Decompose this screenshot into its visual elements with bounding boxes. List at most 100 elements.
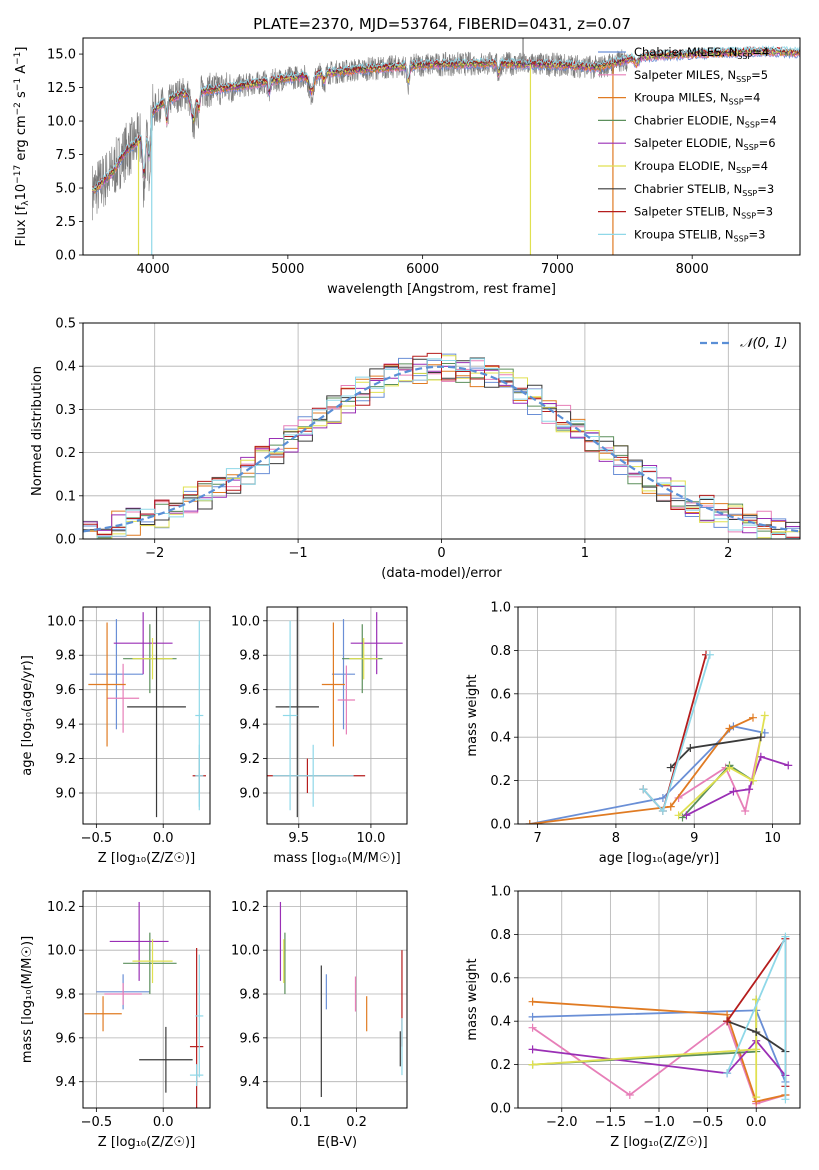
plot-area bbox=[92, 38, 800, 255]
y-tick-label: 0.0 bbox=[55, 533, 76, 548]
errorbar-point bbox=[195, 744, 204, 807]
x-tick-label: 6000 bbox=[406, 262, 439, 277]
errorbar-point bbox=[113, 612, 173, 675]
weight-point-marker bbox=[528, 997, 537, 1006]
legend-subscript: SSP bbox=[737, 52, 752, 61]
figure-title: PLATE=2370, MJD=53764, FIBERID=0431, z=0… bbox=[253, 15, 631, 33]
plot-area bbox=[88, 607, 206, 818]
weight-point-marker bbox=[752, 1045, 761, 1054]
y-tick-label: 7.5 bbox=[55, 148, 76, 163]
y-tick-label: 10.0 bbox=[231, 614, 260, 629]
x-tick-label: 0 bbox=[437, 546, 445, 561]
weight-point-marker bbox=[525, 820, 534, 824]
legend-count: =4 bbox=[760, 113, 777, 127]
x-tick-label: 0.1 bbox=[290, 1115, 311, 1130]
legend-label: Salpeter MILES, NSSP=5 bbox=[634, 68, 768, 84]
axes-frame bbox=[266, 606, 408, 825]
y-tick-label: 9.4 bbox=[239, 1075, 260, 1090]
y-tick-label: 0.2 bbox=[55, 446, 76, 461]
errorbar-point bbox=[337, 665, 356, 735]
y-axis-label: Flux [fλ10−17 erg cm−2 s−1 A−1] bbox=[13, 47, 31, 247]
y-axis-label-part: erg cm bbox=[14, 115, 29, 164]
weight-point-marker bbox=[745, 785, 754, 794]
y-tick-label: 0.0 bbox=[490, 818, 511, 833]
y-tick-label: 9.4 bbox=[55, 718, 76, 733]
weight-point-marker bbox=[781, 1095, 790, 1104]
x-axis-label: mass [log₁₀(M/M☉)] bbox=[273, 851, 400, 866]
age_vs_mass-panel: 9.5 10.0 9.0 9.2 9.4 9.6 9.8 10.0 mass [log₁₀(M/… bbox=[231, 606, 408, 866]
y-tick-label: 9.4 bbox=[239, 718, 260, 733]
mass_vs_ebv-panel: 0.1 0.2 9.4 9.6 9.8 10.0 10.2 E(B-V) bbox=[231, 890, 408, 1150]
y-axis-label-part: −2 bbox=[13, 102, 23, 115]
errorbar-point bbox=[282, 620, 298, 811]
weight-point-marker bbox=[682, 811, 691, 820]
errorbar-point bbox=[331, 619, 356, 730]
weight-point-marker bbox=[723, 1017, 732, 1026]
weight-point-marker bbox=[625, 1090, 634, 1099]
y-tick-label: 10.0 bbox=[47, 944, 76, 959]
y-tick-label: 10.0 bbox=[231, 944, 260, 959]
weight-point-marker bbox=[725, 724, 734, 733]
legend-name: Kroupa STELIB, N bbox=[634, 227, 734, 241]
errorbar-point bbox=[127, 607, 186, 818]
y-axis-label: mass [log₁₀(M/M☉)] bbox=[20, 936, 35, 1063]
errorbar-point bbox=[132, 939, 173, 984]
plot-area bbox=[279, 901, 403, 1098]
legend-count: =3 bbox=[749, 227, 766, 241]
y-tick-label: 9.0 bbox=[55, 787, 76, 802]
weight-series-line bbox=[529, 725, 765, 824]
weight-point-marker bbox=[749, 776, 757, 785]
x-tick-label: 0.0 bbox=[153, 1115, 174, 1130]
legend-label: Chabrier STELIB, NSSP=3 bbox=[634, 182, 774, 198]
errorbar-point bbox=[107, 663, 140, 733]
y-tick-label: 10.2 bbox=[47, 900, 76, 915]
y-tick-label: 0.0 bbox=[55, 249, 76, 264]
gaussian-legend-label: 𝒩(0, 1) bbox=[740, 336, 787, 351]
y-axis-label-part: s bbox=[14, 91, 29, 102]
legend-name: Chabrier STELIB, N bbox=[634, 182, 742, 196]
legend-label: Salpeter ELODIE, NSSP=6 bbox=[634, 136, 776, 152]
x-axis-label: E(B-V) bbox=[317, 1135, 357, 1150]
x-axis-label: wavelength [Angstrom, rest frame] bbox=[327, 282, 556, 297]
legend-label: Kroupa ELODIE, NSSP=4 bbox=[634, 159, 768, 175]
errorbar-point bbox=[350, 612, 403, 675]
y-axis-label-part: Flux [f bbox=[14, 205, 29, 246]
legend-subscript: SSP bbox=[729, 98, 744, 107]
axes-frame bbox=[82, 37, 801, 256]
x-tick-label: −0.5 bbox=[81, 1115, 113, 1130]
weight-point-marker bbox=[752, 1028, 761, 1037]
weight-series-line bbox=[677, 715, 766, 816]
x-tick-label: 0.0 bbox=[746, 1115, 767, 1130]
plot-area bbox=[84, 901, 204, 1108]
gaussian-curve bbox=[83, 365, 800, 533]
weight-point-marker bbox=[729, 787, 738, 796]
y-tick-label: 9.8 bbox=[239, 649, 260, 664]
legend-count: =4 bbox=[744, 91, 761, 105]
age_vs_Z-panel: −0.5 0.0 9.0 9.2 9.4 9.6 9.8 10.0 Z [log₁₀(Z/Z☉)… bbox=[20, 606, 211, 866]
y-tick-label: 0.5 bbox=[55, 317, 76, 332]
x-tick-label: 2 bbox=[724, 546, 732, 561]
y-axis-label: Normed distribution bbox=[30, 366, 45, 496]
y-tick-label: 9.8 bbox=[55, 649, 76, 664]
weight-point-marker bbox=[756, 733, 765, 742]
x-tick-label: 5000 bbox=[271, 262, 304, 277]
weight-point-marker bbox=[749, 713, 757, 722]
x-tick-label: 1 bbox=[581, 546, 589, 561]
weight-point-marker bbox=[725, 763, 734, 772]
legend-subscript: SSP bbox=[736, 75, 751, 84]
weight-point-marker bbox=[760, 711, 769, 720]
weight-point-marker bbox=[666, 763, 675, 772]
legend-count: =3 bbox=[756, 205, 773, 219]
residuals-panel: −2 −1 0 1 2 0.0 0.1 0.2 0.3 0.4 0.5 (data-model)/er… bbox=[30, 317, 801, 581]
weight-point-marker bbox=[674, 811, 683, 820]
y-tick-label: 9.6 bbox=[239, 1031, 260, 1046]
model-spectrum bbox=[92, 45, 800, 191]
errorbar-point bbox=[189, 1064, 204, 1087]
x-tick-label: −2.0 bbox=[546, 1115, 578, 1130]
x-tick-label: 10.0 bbox=[356, 831, 385, 846]
y-axis-label-part: 10 bbox=[14, 184, 29, 201]
legend-name: Salpeter STELIB, N bbox=[634, 205, 741, 219]
errorbar-point bbox=[349, 638, 379, 680]
errorbar-point bbox=[189, 947, 204, 1108]
errorbar-point bbox=[89, 619, 144, 730]
